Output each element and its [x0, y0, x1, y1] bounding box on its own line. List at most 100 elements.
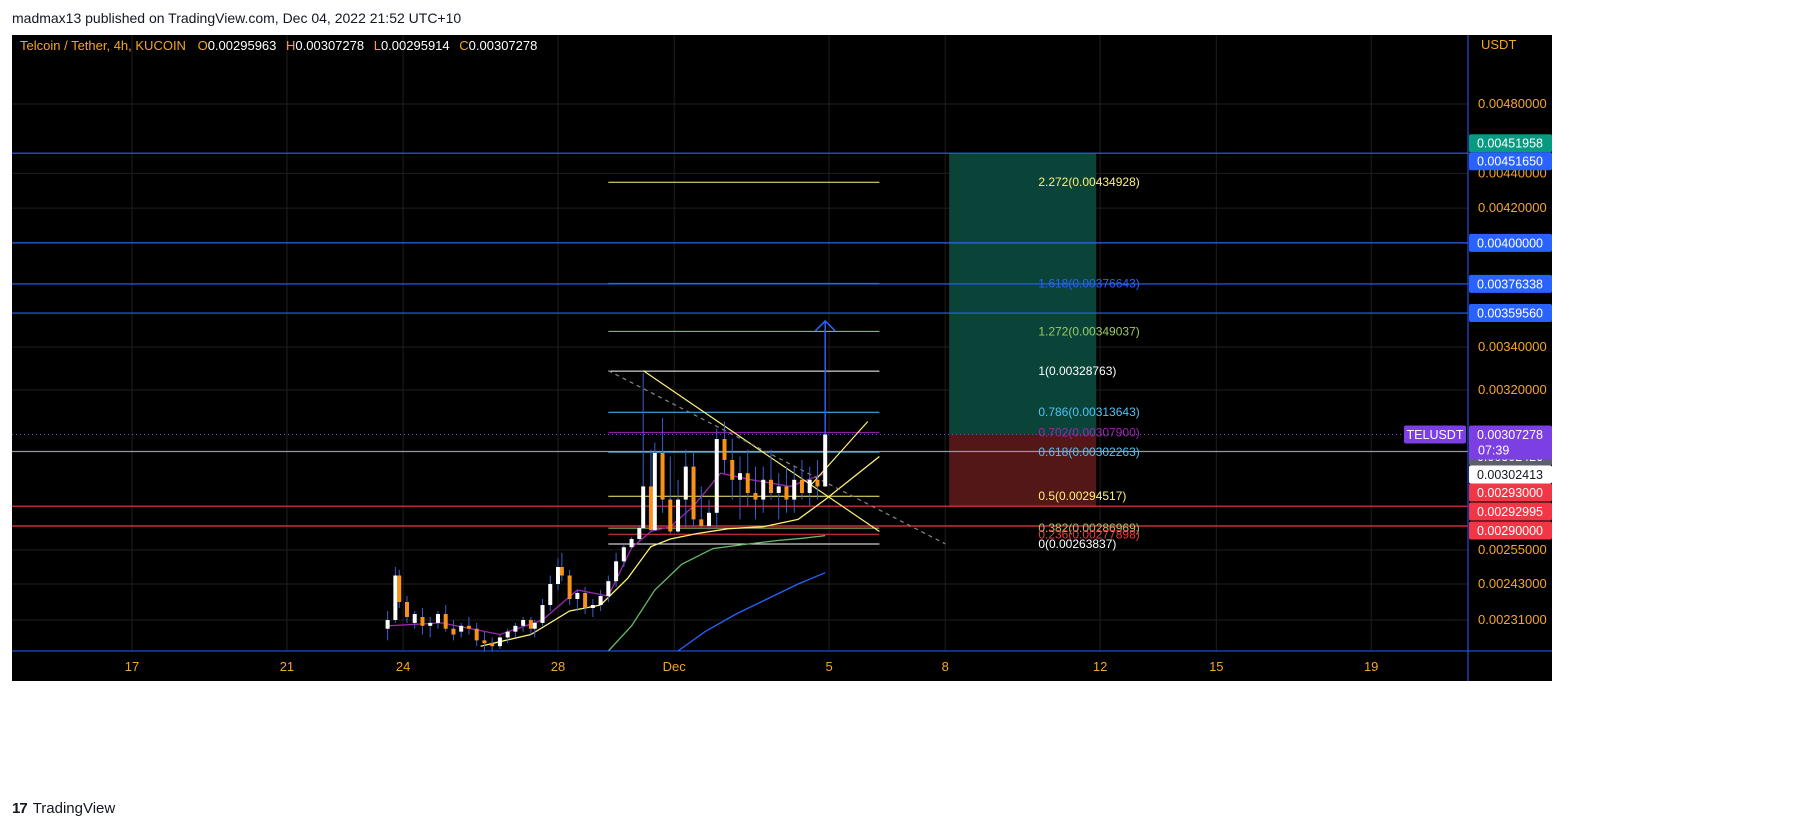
time-tick-label: 17 — [125, 659, 139, 674]
price-label-bg — [1469, 134, 1552, 153]
tradingview-logo-icon: 17 — [12, 800, 28, 817]
high-value: 0.00307278 — [295, 38, 364, 53]
candle-body — [435, 614, 440, 623]
candle-body — [660, 453, 665, 500]
time-tick-label: 28 — [551, 659, 565, 674]
price-tick-label: 0.00243000 — [1478, 576, 1547, 591]
candle-body — [583, 593, 588, 608]
candle-body — [668, 499, 673, 532]
target-arrow — [814, 319, 836, 435]
candle-body — [768, 479, 773, 493]
trendlines — [608, 370, 946, 545]
candle-body — [528, 620, 533, 629]
grid-lines — [12, 35, 1468, 651]
time-axis[interactable]: 17 21 24 28 Dec 5 8 12 15 19 — [125, 659, 1379, 674]
price-label: 0.00293000 — [1477, 486, 1543, 500]
candle-body — [474, 628, 479, 641]
close-value: 0.00307278 — [469, 38, 538, 53]
last-price-value: 0.00307278 — [1477, 428, 1543, 442]
trendline — [642, 370, 880, 532]
candle-body — [676, 499, 681, 532]
candles — [385, 372, 828, 651]
price-label-bg — [1469, 304, 1552, 323]
publish-caption: madmax13 published on TradingView.com, D… — [12, 10, 462, 26]
price-tick-label: 0.00480000 — [1478, 96, 1547, 111]
price-label-bg — [1469, 483, 1552, 502]
candle-body — [521, 620, 526, 626]
candle-body — [404, 602, 409, 617]
candle-body — [466, 625, 471, 629]
tradingview-logo[interactable]: 17 TradingView — [12, 800, 115, 817]
candle-body — [606, 581, 611, 596]
price-label: 0.00376338 — [1477, 277, 1543, 291]
price-label: 0.00302413 — [1477, 468, 1543, 482]
price-label-bg — [1469, 521, 1552, 540]
moving-average-line — [480, 455, 880, 647]
price-label: 0.00451958 — [1477, 137, 1543, 151]
price-label-bg — [1469, 502, 1552, 521]
candle-body — [714, 439, 719, 513]
fib-level-label: 1.272(0.00349037) — [1038, 324, 1139, 338]
candle-body — [784, 486, 789, 500]
trendline — [608, 370, 946, 545]
time-tick-label: 21 — [280, 659, 294, 674]
candle-body — [428, 622, 433, 626]
candle-body — [397, 575, 402, 602]
low-label: L — [374, 38, 381, 53]
candle-body — [385, 620, 390, 629]
candle-body — [683, 466, 688, 500]
candle-body — [648, 486, 653, 531]
arrow-head — [814, 319, 836, 332]
price-chart[interactable]: 2.272(0.00434928) 1.618(0.00376643) 1.272(… — [12, 35, 1552, 681]
fib-level-label: 0.702(0.00307900) — [1038, 425, 1139, 439]
price-axis[interactable]: 0.004800000.004400000.004200000.00340000… — [1478, 96, 1547, 627]
fib-level-label: 0.5(0.00294517) — [1038, 489, 1126, 503]
candle-body — [753, 493, 758, 500]
candle-body — [497, 637, 502, 647]
last-price-tag-bg — [1469, 425, 1552, 460]
time-tick-label: 12 — [1093, 659, 1107, 674]
time-tick-label: 24 — [396, 659, 410, 674]
candle-body — [792, 479, 797, 500]
candle-body — [540, 605, 545, 623]
candle-body — [556, 567, 560, 584]
candle-body — [598, 596, 603, 605]
fib-extension-levels: 2.272(0.00434928) 1.618(0.00376643) 1.272(… — [608, 175, 1140, 551]
price-tick-label: 0.00320000 — [1478, 382, 1547, 397]
fib-level-label: 1(0.00328763) — [1038, 364, 1116, 378]
candle-body — [707, 512, 712, 526]
symbol-tag-bg — [1404, 425, 1466, 444]
candle-body — [761, 479, 766, 500]
candle-body — [621, 547, 626, 562]
candle-body — [730, 460, 735, 480]
price-tick-label: 0.00340000 — [1478, 339, 1547, 354]
price-label: 0.00359560 — [1477, 307, 1543, 321]
low-value: 0.00295914 — [381, 38, 450, 53]
fib-level-label: 0.786(0.00313643) — [1038, 405, 1139, 419]
target-zone — [949, 153, 1097, 435]
candle-body — [412, 614, 417, 623]
candle-body — [451, 628, 456, 635]
time-tick-label: Dec — [663, 659, 687, 674]
symbol-name: Telcoin / Tether, 4h, KUCOIN — [20, 38, 186, 53]
candle-body — [443, 614, 448, 629]
price-label-bg — [1469, 465, 1552, 484]
time-tick-label: 5 — [825, 659, 832, 674]
brand-name: TradingView — [32, 800, 116, 817]
price-label-bg — [1469, 274, 1552, 293]
fib-level-label: 0.236(0.00277898) — [1038, 527, 1139, 541]
candle-body — [548, 584, 553, 605]
candle-body — [815, 479, 820, 487]
stop-zone — [949, 434, 1097, 507]
candle-body — [513, 625, 518, 632]
time-tick-label: 19 — [1364, 659, 1378, 674]
price-labels: 0.00451958 0.00451650 0.00400000 0.00376338… — [1404, 134, 1552, 540]
fib-level-label: 0.618(0.00302263) — [1038, 445, 1139, 459]
price-tick-label: 0.00231000 — [1478, 612, 1547, 627]
symbol-legend[interactable]: Telcoin / Tether, 4h, KUCOIN O0.00295963… — [20, 38, 537, 53]
price-label-bg — [1469, 152, 1552, 171]
candle-body — [738, 473, 742, 480]
price-label: 0.00292995 — [1477, 505, 1543, 519]
price-label: 0.00451650 — [1477, 155, 1543, 169]
high-label: H — [286, 38, 295, 53]
